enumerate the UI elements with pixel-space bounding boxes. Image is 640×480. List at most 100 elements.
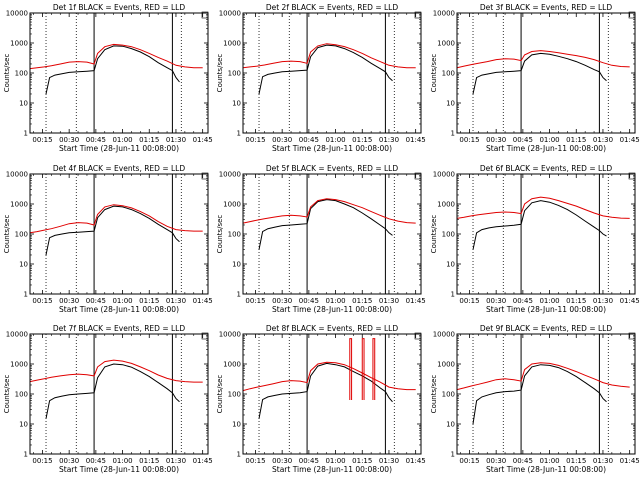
panel-1: Det 1f BLACK = Events, RED = LLD 1 10 100 10…	[3, 3, 213, 153]
x-tick-label: 01:45	[406, 457, 426, 465]
x-tick-label: 00:15	[32, 457, 52, 465]
y-tick-label: 10	[19, 261, 28, 269]
x-tick-label: 00:15	[245, 136, 265, 144]
y-tick-label: 100	[442, 231, 455, 239]
y-tick-label: 100	[228, 70, 241, 78]
y-tick-label: 1	[451, 291, 455, 299]
y-tick-label: 1	[237, 291, 241, 299]
panel-title: Det 8f BLACK = Events, RED = LLD	[266, 324, 399, 333]
lld-series-line	[242, 361, 416, 392]
lld-spike	[372, 338, 376, 400]
x-tick-label: 01:15	[139, 457, 159, 465]
y-tick-label: 1000	[223, 201, 241, 209]
panel-9: Det 9f BLACK = Events, RED = LLD 1 10 100 10…	[430, 324, 640, 474]
lld-series-line	[29, 43, 203, 70]
x-tick-label: 00:15	[245, 297, 265, 305]
x-tick-label: 01:00	[539, 297, 559, 305]
y-tick-label: 10	[232, 421, 241, 429]
x-tick-label: 01:45	[193, 297, 213, 305]
y-tick-label: 1000	[437, 40, 455, 48]
y-tick-label: 100	[228, 391, 241, 399]
x-tick-label: 01:45	[193, 457, 213, 465]
x-tick-label: 00:30	[272, 136, 292, 144]
x-tick-label: 01:00	[325, 297, 345, 305]
x-tick-label: 01:30	[593, 297, 613, 305]
y-axis-label: Counts/sec	[3, 375, 11, 414]
y-tick-label: 10	[446, 100, 455, 108]
events-series-line	[258, 44, 393, 95]
x-tick-label: 00:45	[513, 457, 533, 465]
x-tick-label: 00:15	[459, 136, 479, 144]
y-tick-label: 1000	[10, 201, 28, 209]
x-axis-label: Start Time (28-Jun-11 00:08:00)	[59, 144, 179, 153]
lld-series-line	[242, 43, 416, 69]
x-tick-label: 01:45	[620, 457, 640, 465]
lld-series-line	[456, 50, 630, 69]
panel-title: Det 5f BLACK = Events, RED = LLD	[266, 164, 399, 173]
x-tick-label: 01:15	[139, 297, 159, 305]
x-axis-label: Start Time (28-Jun-11 00:08:00)	[486, 465, 606, 474]
x-tick-label: 00:45	[299, 297, 319, 305]
panel-title: Det 1f BLACK = Events, RED = LLD	[53, 3, 186, 12]
y-tick-label: 10000	[219, 331, 241, 339]
panel-title: Det 6f BLACK = Events, RED = LLD	[480, 164, 613, 173]
x-tick-label: 01:15	[352, 136, 372, 144]
y-tick-label: 1	[237, 451, 241, 459]
y-tick-label: 10	[19, 421, 28, 429]
x-tick-label: 00:30	[272, 457, 292, 465]
y-tick-label: 1000	[10, 361, 28, 369]
y-tick-label: 1	[237, 130, 241, 138]
y-tick-label: 10000	[6, 10, 28, 18]
x-tick-label: 00:15	[245, 457, 265, 465]
x-tick-label: 00:30	[486, 457, 506, 465]
y-tick-label: 10	[232, 100, 241, 108]
panel-title: Det 2f BLACK = Events, RED = LLD	[266, 3, 399, 12]
y-tick-label: 10	[19, 100, 28, 108]
panel-title: Det 9f BLACK = Events, RED = LLD	[480, 324, 613, 333]
y-tick-label: 10	[232, 261, 241, 269]
lld-series-line	[29, 204, 203, 234]
lld-spike	[361, 338, 365, 400]
x-tick-label: 01:00	[539, 457, 559, 465]
x-tick-label: 00:30	[59, 136, 79, 144]
lld-spike	[349, 338, 353, 400]
x-tick-label: 01:15	[352, 457, 372, 465]
x-tick-label: 00:30	[59, 297, 79, 305]
y-tick-label: 1	[24, 451, 28, 459]
x-tick-label: 01:30	[379, 136, 399, 144]
panel-2: Det 2f BLACK = Events, RED = LLD 1 10 100 10…	[216, 3, 426, 153]
x-tick-label: 00:30	[59, 457, 79, 465]
panel-title: Det 4f BLACK = Events, RED = LLD	[53, 164, 186, 173]
y-tick-label: 1	[451, 130, 455, 138]
x-axis-label: Start Time (28-Jun-11 00:08:00)	[272, 144, 392, 153]
y-tick-label: 10000	[219, 171, 241, 179]
panel-8: Det 8f BLACK = Events, RED = LLD 1 10 100 10…	[216, 324, 426, 474]
x-axis-label: Start Time (28-Jun-11 00:08:00)	[486, 305, 606, 314]
x-axis-label: Start Time (28-Jun-11 00:08:00)	[59, 305, 179, 314]
events-series-line	[472, 364, 607, 425]
x-tick-label: 01:30	[593, 136, 613, 144]
y-tick-label: 1000	[437, 361, 455, 369]
x-tick-label: 00:30	[272, 297, 292, 305]
lld-series-line	[29, 359, 203, 383]
x-tick-label: 01:30	[379, 457, 399, 465]
x-axis-label: Start Time (28-Jun-11 00:08:00)	[272, 305, 392, 314]
y-axis-label: Counts/sec	[216, 215, 224, 254]
x-tick-label: 00:45	[513, 136, 533, 144]
x-tick-label: 01:00	[112, 297, 132, 305]
y-tick-label: 10000	[433, 331, 455, 339]
panel-title: Det 3f BLACK = Events, RED = LLD	[480, 3, 613, 12]
y-axis-label: Counts/sec	[430, 375, 438, 414]
x-tick-label: 01:30	[166, 136, 186, 144]
x-tick-label: 00:15	[32, 136, 52, 144]
y-axis-label: Counts/sec	[216, 375, 224, 414]
y-tick-label: 100	[15, 391, 28, 399]
x-tick-label: 00:45	[86, 297, 106, 305]
y-tick-label: 10000	[6, 331, 28, 339]
panel-5: Det 5f BLACK = Events, RED = LLD 1 10 100 10…	[216, 164, 426, 314]
x-tick-label: 00:45	[299, 457, 319, 465]
x-tick-label: 01:45	[193, 136, 213, 144]
panel-4: Det 4f BLACK = Events, RED = LLD 1 10 100 10…	[3, 164, 213, 314]
y-axis-label: Counts/sec	[3, 215, 11, 254]
